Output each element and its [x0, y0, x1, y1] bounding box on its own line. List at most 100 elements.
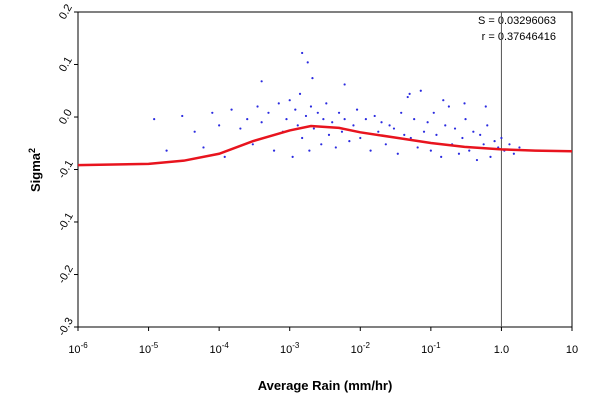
scatter-point: [518, 146, 521, 149]
scatter-point: [442, 99, 445, 102]
scatter-point: [429, 149, 432, 152]
scatter-point: [384, 143, 387, 146]
x-tick-base: 10: [209, 344, 221, 356]
scatter-point: [230, 108, 233, 111]
scatter-point: [239, 127, 242, 130]
x-tick-exponent: -2: [363, 341, 371, 350]
scatter-point: [211, 111, 214, 114]
scatter-point: [440, 155, 443, 158]
scatter-point: [304, 114, 308, 118]
scatter-point: [202, 146, 205, 149]
scatter-point: [296, 124, 299, 127]
x-tick-base: 10: [280, 344, 292, 356]
scatter-point: [153, 118, 156, 121]
x-tick-label: 10-6: [68, 341, 88, 356]
scatter-point: [359, 136, 362, 140]
y-tick-label: -0.1: [56, 158, 76, 180]
scatter-point: [308, 149, 311, 152]
scatter-point: [325, 102, 328, 105]
annotation: S = 0.03296063: [478, 15, 556, 27]
scatter-point: [327, 133, 331, 136]
scatter-point: [479, 133, 482, 136]
scatter-point: [408, 92, 411, 95]
y-tick-label: 0.1: [57, 55, 75, 74]
x-tick-label: 10-4: [209, 341, 229, 356]
scatter-point: [482, 143, 485, 146]
scatter-point: [463, 102, 466, 105]
scatter-point: [331, 121, 334, 124]
scatter-point: [348, 140, 351, 143]
scatter-point: [377, 130, 380, 133]
scatter-point: [334, 146, 337, 149]
y-tick-label: 0.0: [57, 107, 75, 126]
scatter-point: [489, 155, 492, 158]
y-axis-title-text: Sigma: [28, 152, 43, 192]
x-axis-title: Average Rain (mm/hr): [258, 378, 393, 393]
scatter-point: [484, 105, 487, 108]
x-tick-exponent: -1: [433, 341, 441, 350]
scatter-point: [392, 127, 396, 130]
scatter-point: [256, 105, 259, 108]
scatter-point: [218, 124, 221, 127]
scatter-point: [426, 121, 429, 124]
x-tick-base: 10: [566, 344, 578, 356]
scatter-point: [285, 118, 288, 121]
scatter-point: [165, 149, 168, 152]
scatter-point: [512, 152, 515, 155]
y-tick-label: -0.3: [56, 316, 76, 338]
scatter-point: [291, 155, 294, 158]
scatter-point: [181, 114, 184, 118]
scatter-point: [422, 130, 426, 133]
scatter-point: [343, 118, 346, 121]
scatter-point: [301, 136, 304, 140]
x-tick-base: 1.0: [494, 344, 509, 356]
y-tick-label: 0.2: [57, 2, 75, 21]
fit-line: [77, 124, 573, 167]
scatter-point: [306, 61, 309, 64]
scatter-point: [508, 143, 511, 146]
scatter-point: [246, 118, 249, 121]
scatter-point: [396, 152, 399, 155]
scatter-point: [444, 124, 447, 127]
scatter-point: [453, 127, 457, 130]
scatter-point: [343, 83, 346, 86]
scatter-point: [409, 136, 412, 140]
scatter-point: [457, 152, 461, 155]
scatter-point: [251, 143, 254, 146]
scatter-point: [340, 130, 344, 133]
x-tick-label: 10-5: [139, 341, 159, 356]
scatter-point: [223, 155, 226, 158]
x-tick-base: 10: [421, 344, 433, 356]
scatter-point: [312, 127, 315, 130]
scatter-point: [260, 121, 263, 124]
y-tick-label: -0.2: [56, 263, 76, 285]
scatter-point: [337, 111, 341, 114]
y-axis-title: Sigma2: [27, 148, 43, 192]
scatter-point: [403, 133, 406, 136]
scatter-point: [272, 149, 276, 152]
x-tick-label: 10: [566, 344, 578, 356]
scatter-point: [500, 136, 503, 140]
scatter-point: [447, 105, 450, 108]
scatter-point: [369, 149, 372, 152]
scatter-point: [322, 118, 325, 121]
y-tick-label: -0.1: [56, 211, 76, 233]
scatter-point: [475, 158, 479, 162]
scatter-point: [294, 108, 297, 111]
x-tick-label: 1.0: [494, 344, 509, 356]
x-tick-exponent: -3: [292, 341, 300, 350]
scatter-point: [435, 133, 438, 136]
y-axis-title-exponent: 2: [27, 148, 37, 153]
scatter-point: [277, 102, 280, 105]
scatter-point: [406, 95, 409, 99]
scatter-point: [364, 118, 367, 121]
scatter-point: [301, 51, 304, 55]
x-tick-label: 10-1: [421, 341, 441, 356]
scatter-point: [267, 111, 270, 114]
plot-frame: [77, 11, 573, 328]
x-tick-label: 10-3: [280, 341, 300, 356]
x-tick-base: 10: [68, 344, 80, 356]
scatter-point: [400, 111, 403, 114]
scatter-point: [388, 124, 391, 127]
